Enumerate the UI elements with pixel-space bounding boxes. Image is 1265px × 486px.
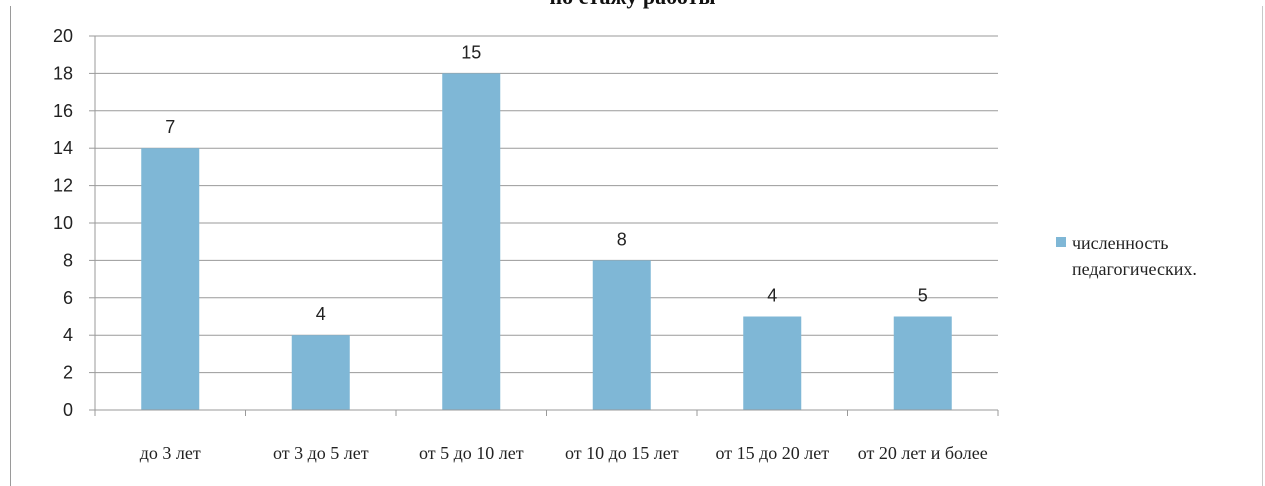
y-tick-label: 4 bbox=[63, 325, 73, 345]
y-tick-label: 14 bbox=[53, 138, 73, 158]
bar bbox=[743, 316, 802, 410]
data-label: 8 bbox=[617, 229, 627, 249]
y-tick-label: 6 bbox=[63, 288, 73, 308]
bar bbox=[442, 73, 501, 411]
x-category-label: от 20 лет и более bbox=[858, 443, 988, 463]
y-tick-label: 8 bbox=[63, 250, 73, 270]
x-category-label: от 3 до 5 лет bbox=[273, 443, 369, 463]
legend-swatch bbox=[1056, 237, 1066, 247]
data-label: 7 bbox=[165, 117, 175, 137]
y-tick-label: 12 bbox=[53, 176, 73, 196]
bar bbox=[592, 260, 651, 410]
y-tick-label: 10 bbox=[53, 213, 73, 233]
data-label: 4 bbox=[316, 304, 326, 324]
y-tick-label: 20 bbox=[53, 26, 73, 46]
y-tick-label: 18 bbox=[53, 63, 73, 83]
x-category-label: от 15 до 20 лет bbox=[715, 443, 829, 463]
bar bbox=[141, 148, 200, 410]
x-category-label: до 3 лет bbox=[140, 443, 201, 463]
data-label: 5 bbox=[918, 286, 928, 306]
chart-title-fragment: по стажу работы bbox=[0, 0, 1265, 9]
x-category-label: от 10 до 15 лет bbox=[565, 443, 679, 463]
legend-label: численность педагогических. bbox=[1072, 233, 1197, 279]
bar bbox=[291, 335, 350, 410]
x-category-label: от 5 до 10 лет bbox=[419, 443, 524, 463]
y-tick-label: 0 bbox=[63, 400, 73, 420]
y-tick-label: 2 bbox=[63, 363, 73, 383]
y-tick-label: 16 bbox=[53, 101, 73, 121]
chart-area-border bbox=[10, 6, 1263, 486]
bar bbox=[893, 316, 952, 410]
data-label: 4 bbox=[767, 286, 777, 306]
data-label: 15 bbox=[461, 42, 481, 62]
